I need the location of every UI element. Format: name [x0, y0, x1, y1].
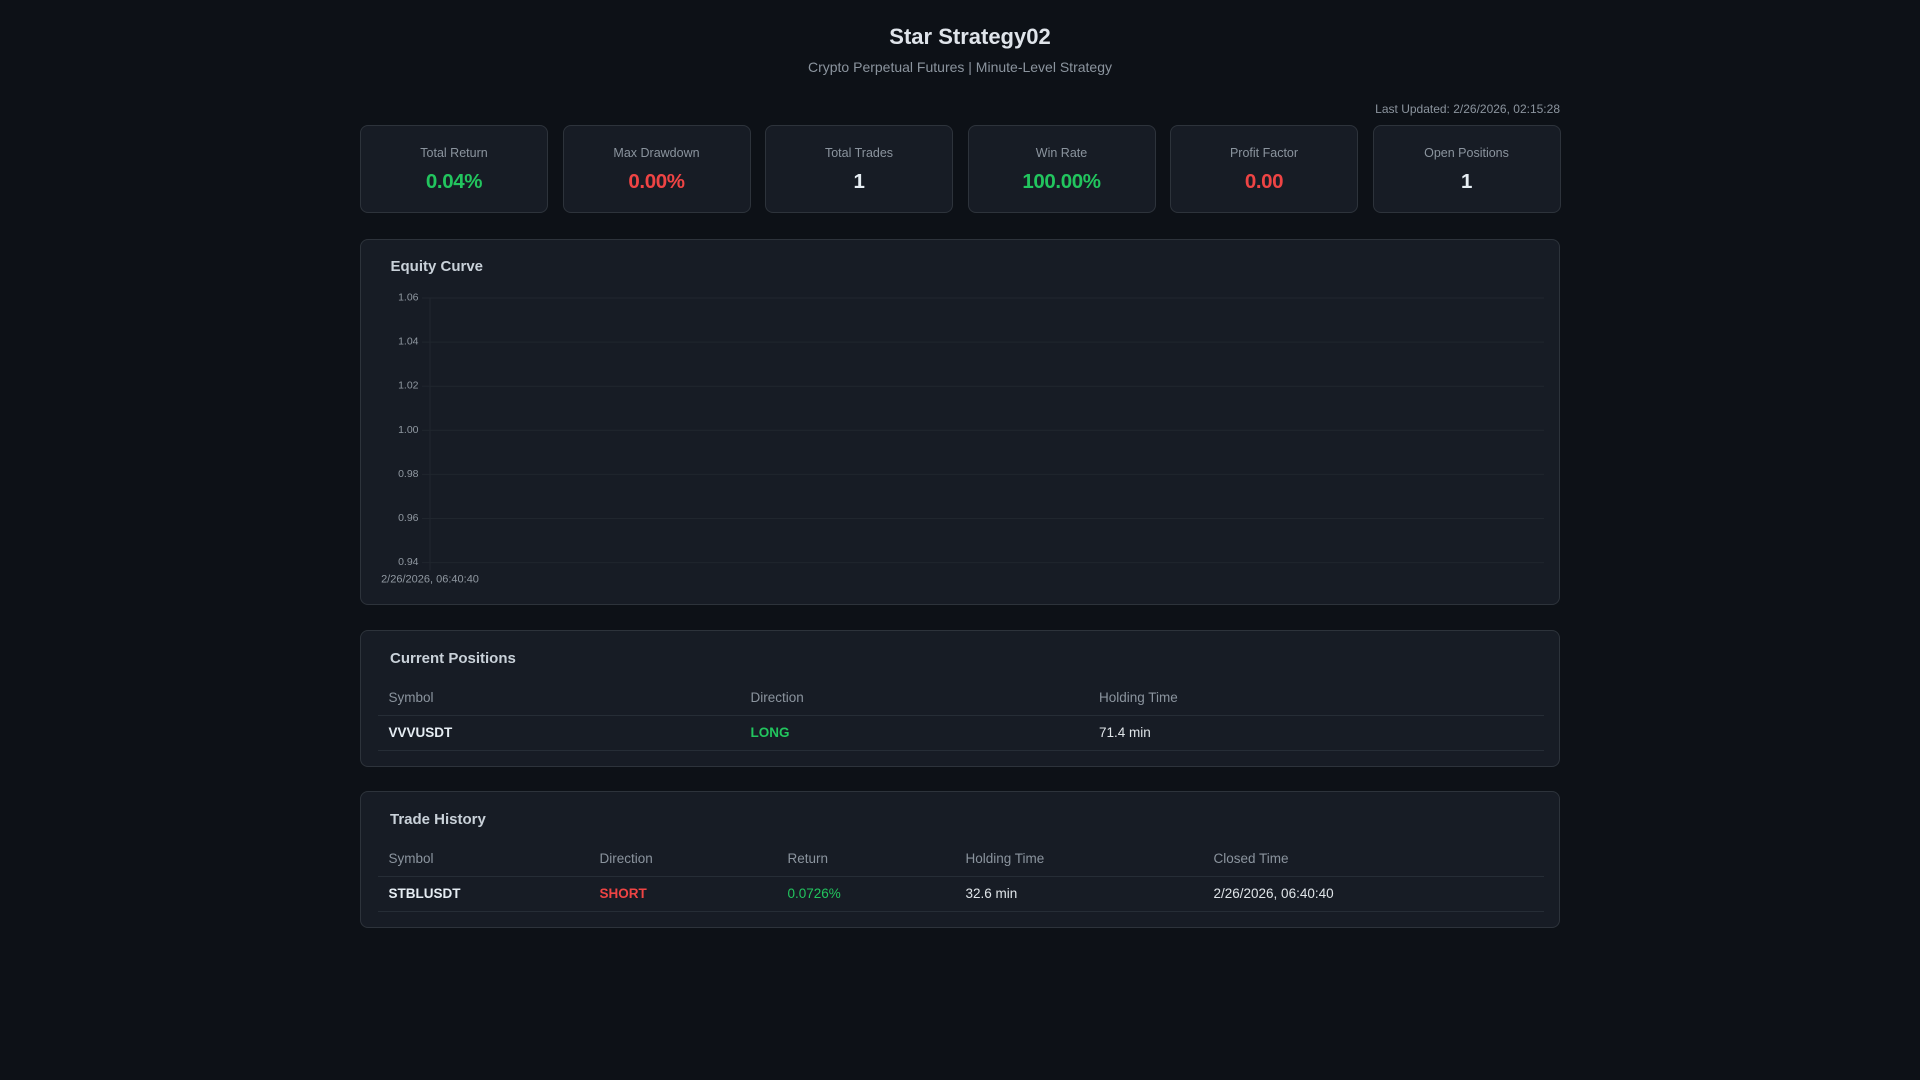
svg-text:1.00: 1.00 — [398, 424, 419, 436]
svg-text:1.04: 1.04 — [398, 336, 419, 348]
svg-text:1.02: 1.02 — [398, 380, 419, 392]
svg-text:0.96: 0.96 — [398, 512, 419, 524]
svg-text:1.06: 1.06 — [398, 292, 419, 304]
svg-text:0.98: 0.98 — [398, 468, 419, 480]
svg-text:0.94: 0.94 — [398, 556, 419, 568]
svg-text:2/26/2026, 06:40:40: 2/26/2026, 06:40:40 — [381, 574, 479, 586]
